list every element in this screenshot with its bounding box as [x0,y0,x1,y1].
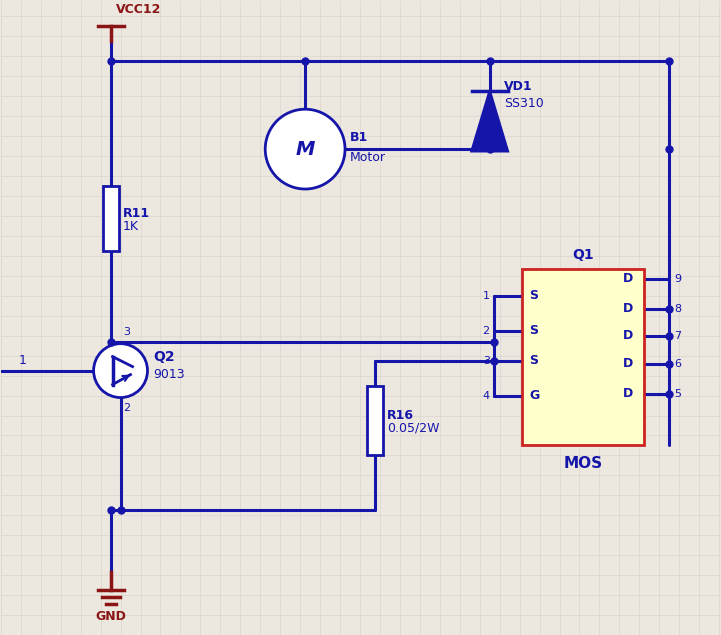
Circle shape [265,109,345,189]
Text: Motor: Motor [350,150,386,164]
Bar [521,269,645,445]
Polygon shape [472,91,508,151]
Text: 6: 6 [674,359,681,369]
Text: D: D [622,357,632,370]
Text: S: S [530,324,539,337]
Text: 1K: 1K [123,220,138,233]
Text: 9: 9 [674,274,681,284]
Circle shape [94,344,148,398]
Text: 8: 8 [674,304,681,314]
Text: D: D [622,272,632,285]
Text: 2: 2 [123,403,131,413]
Text: 7: 7 [674,331,681,341]
Text: 1: 1 [482,291,490,301]
Text: 9013: 9013 [154,368,185,381]
Text: SS310: SS310 [504,97,544,110]
Text: Q1: Q1 [572,248,594,262]
Text: 2: 2 [482,326,490,336]
Bar [102,186,118,251]
Text: S: S [530,290,539,302]
Text: VCC12: VCC12 [115,3,161,17]
Text: D: D [622,329,632,342]
Bar [367,385,383,455]
Text: M: M [296,140,315,159]
Text: S: S [530,354,539,367]
Text: R11: R11 [123,207,150,220]
Text: D: D [622,387,632,400]
Text: GND: GND [95,610,126,623]
Text: MOS: MOS [563,456,603,471]
Text: VD1: VD1 [504,80,532,93]
Text: 1: 1 [19,354,27,367]
Text: D: D [622,302,632,315]
Text: R16: R16 [387,409,414,422]
Text: 0.05/2W: 0.05/2W [387,422,439,435]
Text: 4: 4 [482,391,490,401]
Text: Q2: Q2 [154,350,175,364]
Text: G: G [530,389,540,402]
Text: 5: 5 [674,389,681,399]
Text: 3: 3 [123,326,131,337]
Text: 3: 3 [482,356,490,366]
Text: B1: B1 [350,131,368,144]
